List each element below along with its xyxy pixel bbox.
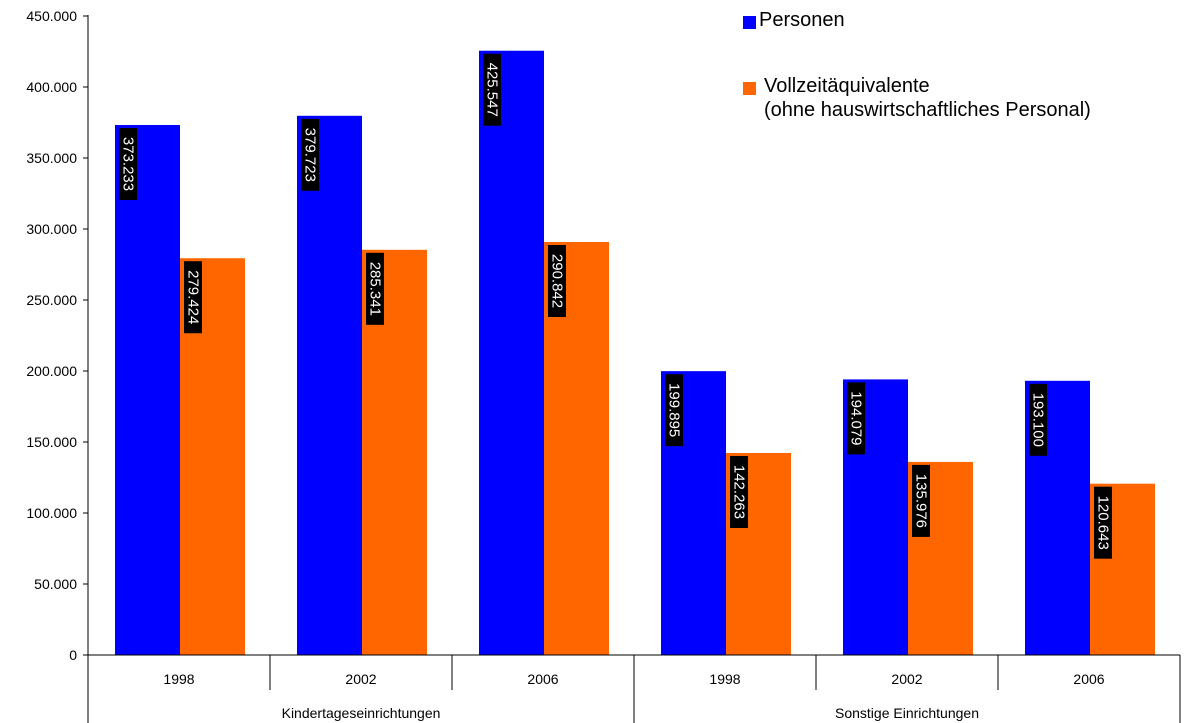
x-group-label: Sonstige Einrichtungen — [835, 705, 979, 721]
data-label: 135.976 — [913, 474, 930, 528]
y-tick-label: 150.000 — [26, 434, 77, 450]
data-label: 290.842 — [549, 254, 566, 308]
data-label-bg — [1029, 383, 1047, 456]
legend-label-personen: Personen — [759, 9, 845, 31]
legend-label-vollzeitaequivalente: Vollzeitäquivalente — [764, 75, 930, 97]
x-tick-label: 1998 — [163, 671, 194, 687]
data-label: 194.079 — [848, 391, 865, 445]
x-tick-label: 2006 — [1073, 671, 1104, 687]
x-axis: 1998 2002 2006 1998 2002 2006 Kindertageseinri… — [88, 654, 1181, 723]
y-tick-label: 50.000 — [34, 576, 77, 592]
x-tick-label: 2002 — [891, 671, 922, 687]
y-tick-label: 300.000 — [26, 221, 77, 237]
data-label: 373.233 — [120, 137, 137, 191]
data-label-bg — [483, 53, 501, 126]
y-tick-label: 250.000 — [26, 292, 77, 308]
data-label-bg — [665, 374, 683, 447]
y-tick-label: 200.000 — [26, 363, 77, 379]
y-tick-label: 450.000 — [26, 8, 77, 24]
data-label: 199.895 — [666, 383, 683, 437]
bar-personen — [479, 50, 544, 655]
x-tick-label: 2006 — [527, 671, 558, 687]
data-label: 285.341 — [367, 262, 384, 316]
x-group-label: Kindertageseinrichtungen — [282, 705, 441, 721]
data-label-bg — [847, 382, 865, 455]
legend-label-vollzeitaequivalente-line2: (ohne hauswirtschaftliches Personal) — [764, 99, 1091, 121]
y-tick-label: 350.000 — [26, 150, 77, 166]
data-label: 120.643 — [1095, 496, 1112, 550]
legend-swatch-personen — [743, 16, 756, 29]
data-label-bg — [301, 118, 319, 191]
data-label-bg — [912, 464, 930, 537]
data-label: 193.100 — [1030, 393, 1047, 447]
data-label-bg — [119, 128, 137, 201]
data-label-bg — [548, 245, 566, 318]
data-label-bg — [730, 455, 748, 528]
data-label: 142.263 — [731, 465, 748, 519]
legend-swatch-vollzeitaequivalente — [743, 82, 756, 95]
y-tick-label: 0 — [69, 647, 77, 663]
data-label: 279.424 — [185, 270, 202, 324]
bars: 373.233 279.424 379.723 285.341 425.547 290.8… — [115, 50, 1155, 656]
data-label-bg — [366, 252, 384, 325]
y-tick-label: 100.000 — [26, 505, 77, 521]
data-label-bg — [184, 261, 202, 334]
data-label: 379.723 — [302, 128, 319, 182]
y-tick-label: 400.000 — [26, 79, 77, 95]
bar-personen — [115, 125, 180, 655]
x-tick-label: 2002 — [345, 671, 376, 687]
bar-personen — [297, 115, 362, 656]
data-label: 425.547 — [484, 63, 501, 117]
x-tick-label: 1998 — [709, 671, 740, 687]
y-axis: 0 50.000 100.000 150.000 200.000 250.000 300.0… — [26, 8, 89, 723]
data-label-bg — [1094, 486, 1112, 559]
